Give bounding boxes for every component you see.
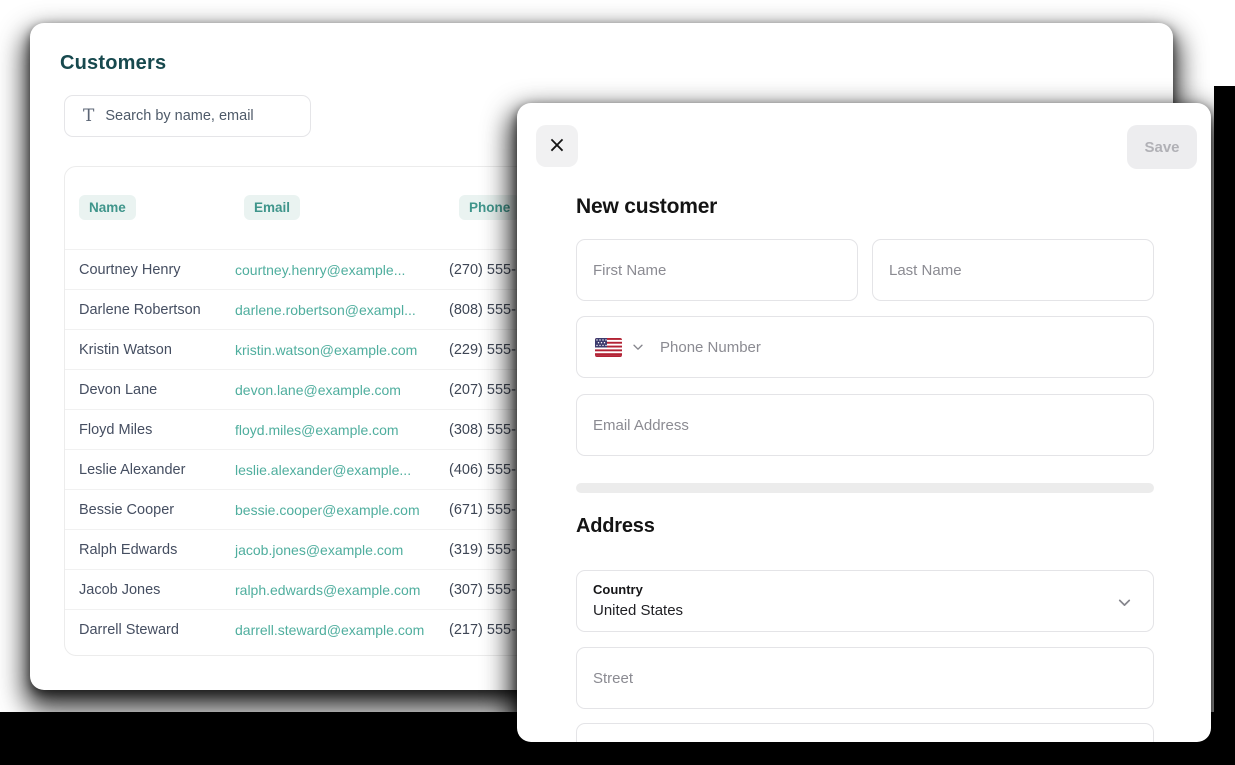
customer-email[interactable]: bessie.cooper@example.com xyxy=(235,501,420,518)
customer-phone: (270) 555- xyxy=(449,261,516,278)
customer-name: Darrell Steward xyxy=(79,621,179,638)
email-field[interactable] xyxy=(577,395,1153,455)
customer-phone: (671) 555- xyxy=(449,501,516,518)
customer-name: Leslie Alexander xyxy=(79,461,186,478)
customer-phone: (406) 555- xyxy=(449,461,516,478)
column-header-phone[interactable]: Phone xyxy=(459,195,521,220)
customer-name: Kristin Watson xyxy=(79,341,172,358)
search-input[interactable] xyxy=(105,108,310,124)
customer-name: Darlene Robertson xyxy=(79,301,201,318)
search-box[interactable]: T xyxy=(64,95,311,137)
customer-phone: (308) 555- xyxy=(449,421,516,438)
save-button[interactable]: Save xyxy=(1127,125,1197,169)
customer-email[interactable]: devon.lane@example.com xyxy=(235,381,401,398)
customer-phone: (217) 555- xyxy=(449,621,516,638)
us-flag-icon xyxy=(595,337,622,357)
last-name-field-wrap xyxy=(872,239,1154,301)
last-name-field[interactable] xyxy=(873,240,1153,300)
first-name-field[interactable] xyxy=(577,240,857,300)
customer-phone: (307) 555- xyxy=(449,581,516,598)
next-address-field-partial[interactable] xyxy=(576,723,1154,742)
street-field[interactable] xyxy=(577,648,1153,708)
customer-email[interactable]: darrell.steward@example.com xyxy=(235,621,425,638)
first-name-field-wrap xyxy=(576,239,858,301)
chevron-down-icon xyxy=(1118,599,1131,607)
chevron-down-icon xyxy=(633,344,643,350)
column-header-email[interactable]: Email xyxy=(244,195,301,220)
close-icon[interactable]: × xyxy=(536,125,578,167)
phone-number-field[interactable] xyxy=(658,317,1153,377)
page-title: Customers xyxy=(60,52,167,74)
new-customer-modal: × Save New customer xyxy=(517,103,1211,742)
modal-title: New customer xyxy=(576,195,718,218)
background-black-right xyxy=(1214,86,1235,765)
customer-phone: (808) 555- xyxy=(449,301,516,318)
customer-email[interactable]: darlene.robertson@exampl... xyxy=(235,301,416,318)
customer-name: Ralph Edwards xyxy=(79,541,178,558)
street-field-wrap xyxy=(576,647,1154,709)
customer-email[interactable]: ralph.edwards@example.com xyxy=(235,581,421,598)
column-header-name[interactable]: Name xyxy=(79,195,136,220)
phone-field-wrap xyxy=(576,316,1154,378)
email-field-wrap xyxy=(576,394,1154,456)
customer-name: Devon Lane xyxy=(79,381,158,398)
customer-email[interactable]: courtney.henry@example... xyxy=(235,261,406,278)
section-divider xyxy=(576,483,1154,493)
country-select[interactable]: Country United States xyxy=(576,570,1154,632)
country-code-selector[interactable] xyxy=(595,337,645,357)
customer-name: Courtney Henry xyxy=(79,261,181,278)
country-label: Country xyxy=(593,582,643,597)
customer-email[interactable]: jacob.jones@example.com xyxy=(235,541,404,558)
customer-name: Floyd Miles xyxy=(79,421,153,438)
customer-name: Bessie Cooper xyxy=(79,501,175,518)
address-section-title: Address xyxy=(576,515,655,537)
table-header-row: Name Email Phone xyxy=(65,195,1153,220)
text-search-icon: T xyxy=(83,105,95,126)
customer-phone: (319) 555- xyxy=(449,541,516,558)
country-value: United States xyxy=(593,602,684,619)
customer-phone: (229) 555- xyxy=(449,341,516,358)
customer-phone: (207) 555- xyxy=(449,381,516,398)
customer-email[interactable]: leslie.alexander@example... xyxy=(235,461,412,478)
customer-name: Jacob Jones xyxy=(79,581,161,598)
customer-email[interactable]: floyd.miles@example.com xyxy=(235,421,399,438)
customer-email[interactable]: kristin.watson@example.com xyxy=(235,341,418,358)
